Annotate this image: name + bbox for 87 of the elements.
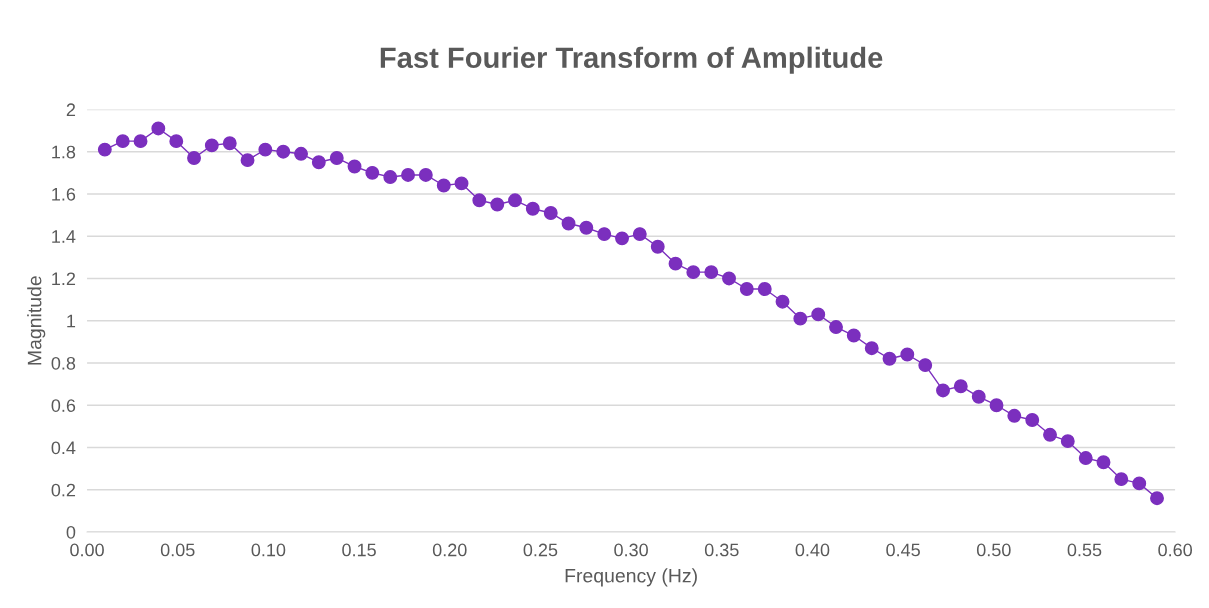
point — [1060, 434, 1075, 449]
y-tick-label: 1.8 — [52, 145, 76, 159]
point — [615, 231, 629, 246]
point — [936, 383, 950, 398]
x-tick-label: 0.25 — [523, 543, 558, 557]
y-tick-label: 0.2 — [51, 483, 76, 497]
point — [222, 136, 237, 151]
y-tick-label: 1.4 — [52, 230, 76, 243]
point — [240, 153, 255, 168]
point — [1150, 491, 1164, 506]
point — [543, 206, 558, 220]
point — [846, 328, 861, 343]
point — [311, 155, 326, 170]
point — [204, 138, 219, 153]
point — [1078, 451, 1093, 465]
point — [1025, 413, 1040, 427]
y-tick-label: 0.8 — [51, 356, 76, 370]
point — [1007, 408, 1022, 423]
point — [525, 201, 540, 216]
point — [989, 398, 1004, 413]
point — [864, 341, 879, 356]
point — [793, 311, 808, 326]
point — [650, 239, 665, 254]
x-tick-label: 0.50 — [976, 543, 1011, 557]
point — [1114, 472, 1129, 487]
point — [739, 282, 754, 296]
x-tick-label: 0.45 — [886, 543, 920, 557]
y-tick-label: 1.6 — [52, 187, 76, 201]
x-tick-label: 0.55 — [1067, 543, 1102, 557]
point — [686, 265, 701, 280]
point — [187, 151, 201, 165]
x-tick-label: 0.60 — [1158, 543, 1193, 557]
x-tick-label: 0.05 — [160, 543, 195, 557]
y-tick-label: 0 — [66, 525, 76, 539]
point — [953, 379, 968, 394]
point — [971, 389, 986, 404]
x-tick-label: 0.00 — [70, 543, 104, 557]
point — [329, 151, 344, 165]
point — [276, 144, 291, 159]
point — [597, 227, 612, 242]
chart-title: Fast Fourier Transform of Amplitude — [380, 46, 883, 74]
point — [722, 271, 736, 286]
point — [294, 146, 308, 161]
x-tick-label: 0.15 — [342, 543, 376, 557]
point — [632, 227, 647, 242]
x-axis-title: Frequency (Hz) — [565, 568, 697, 587]
point — [829, 320, 843, 335]
point — [472, 193, 487, 208]
y-axis-title: Magnitude — [27, 276, 46, 365]
x-tick-label: 0.10 — [251, 543, 286, 557]
point — [579, 220, 594, 235]
point — [704, 265, 719, 280]
point — [169, 134, 184, 149]
point — [508, 193, 522, 208]
point — [490, 197, 505, 212]
point — [383, 170, 398, 184]
point — [436, 178, 451, 193]
point — [151, 121, 166, 136]
point — [561, 216, 576, 231]
point — [900, 347, 915, 362]
x-tick-label: 0.40 — [795, 543, 830, 557]
point — [882, 351, 897, 366]
point — [1043, 427, 1057, 442]
point — [347, 159, 362, 174]
point — [401, 167, 415, 182]
y-tick-label: 2 — [66, 103, 76, 116]
point — [918, 358, 933, 373]
point — [1132, 476, 1147, 491]
point — [258, 142, 273, 157]
point — [418, 167, 433, 182]
y-tick-label: 0.4 — [51, 441, 76, 455]
point — [775, 294, 790, 309]
point — [1096, 455, 1111, 470]
x-tick-label: 0.20 — [432, 543, 467, 557]
point — [454, 176, 469, 191]
point — [115, 134, 130, 149]
point — [811, 307, 826, 322]
x-tick-label: 0.30 — [614, 543, 648, 557]
point — [133, 134, 148, 149]
x-tick-label: 0.35 — [704, 543, 739, 557]
point — [668, 256, 683, 271]
y-tick-label: 0.6 — [51, 399, 76, 412]
point — [757, 282, 772, 296]
point — [365, 165, 380, 180]
y-tick-label: 1 — [67, 314, 76, 328]
y-tick-label: 1.2 — [52, 272, 76, 286]
point — [97, 142, 112, 157]
